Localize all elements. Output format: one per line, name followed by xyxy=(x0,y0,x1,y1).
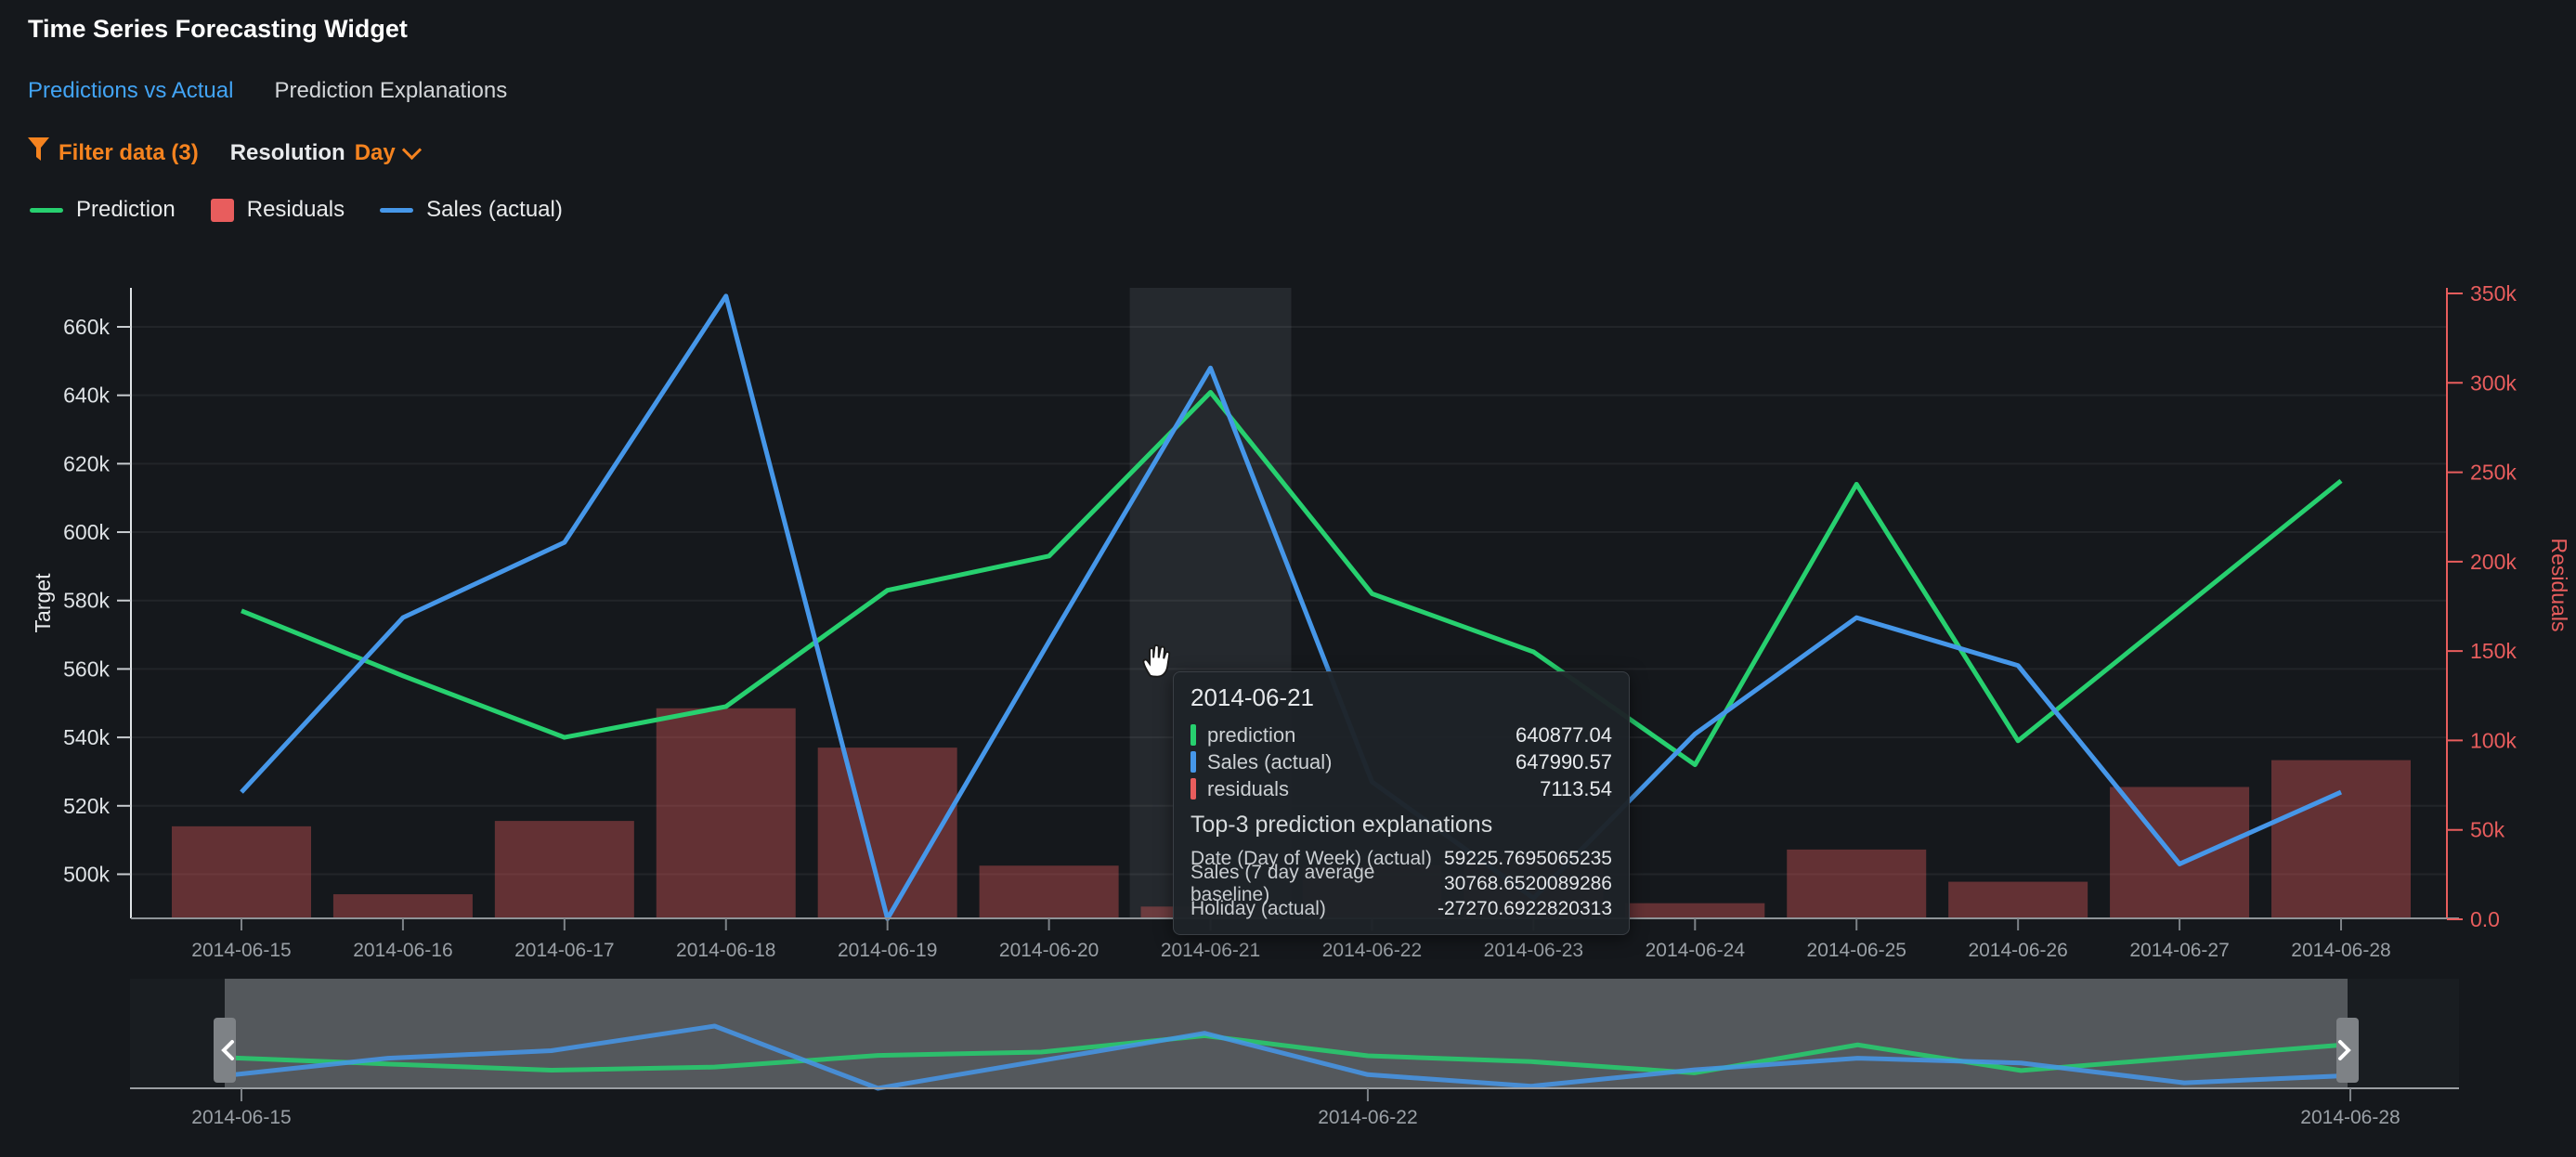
x-axis-date-label: 2014-06-20 xyxy=(999,940,1099,961)
sales-line-marker xyxy=(380,207,414,213)
legend-item-prediction[interactable]: Prediction xyxy=(30,197,176,223)
navigator-date-label: 2014-06-22 xyxy=(1318,1107,1417,1128)
filter-data-button[interactable]: Filter data (3) xyxy=(28,137,199,168)
tooltip-row-prediction: prediction 640877.04 xyxy=(1190,722,1612,748)
left-axis-tick-label: 600k xyxy=(63,520,110,544)
tab-prediction-explanations[interactable]: Prediction Explanations xyxy=(274,78,508,103)
navigator-date-label: 2014-06-15 xyxy=(191,1107,291,1128)
x-axis-date-label: 2014-06-25 xyxy=(1807,940,1906,961)
x-axis-date-label: 2014-06-17 xyxy=(514,940,614,961)
left-axis-tick-label: 640k xyxy=(63,384,110,408)
x-axis-date-label: 2014-06-24 xyxy=(1646,940,1746,961)
legend-item-residuals[interactable]: Residuals xyxy=(210,197,345,223)
tab-predictions-vs-actual[interactable]: Predictions vs Actual xyxy=(28,78,234,103)
left-axis-tick-label: 560k xyxy=(63,656,110,681)
left-axis-tick-label: 540k xyxy=(63,725,110,749)
x-axis-date-label: 2014-06-18 xyxy=(676,940,775,961)
resolution-label: Resolution xyxy=(229,139,345,165)
x-axis-date-label: 2014-06-22 xyxy=(1322,940,1422,961)
chart-legend: Prediction Residuals Sales (actual) xyxy=(30,197,563,223)
residual-bar[interactable] xyxy=(817,748,957,919)
x-axis-date-label: 2014-06-19 xyxy=(838,940,937,961)
navigator-date-label: 2014-06-28 xyxy=(2300,1107,2400,1128)
right-axis-tick-label: 350k xyxy=(2470,281,2517,306)
sales-marker xyxy=(1190,751,1196,773)
residual-bar[interactable] xyxy=(1625,903,1765,919)
navigator-right-handle-chevron-icon xyxy=(2338,1040,2351,1060)
residual-bar[interactable] xyxy=(332,894,473,919)
left-axis-tick-label: 620k xyxy=(63,451,110,475)
residual-bar[interactable] xyxy=(1948,881,2088,919)
sales-actual--line[interactable] xyxy=(240,293,2343,921)
page-title: Time Series Forecasting Widget xyxy=(28,15,408,43)
x-axis-date-label: 2014-06-15 xyxy=(191,940,291,961)
explanation-row: Holiday (actual) -27270.6922820313 xyxy=(1190,897,1612,919)
left-axis-title: Target xyxy=(31,573,55,633)
x-axis-date-label: 2014-06-26 xyxy=(1968,940,2067,961)
legend-label: Prediction xyxy=(76,197,176,222)
x-axis-date-label: 2014-06-27 xyxy=(2129,940,2229,961)
residual-bar[interactable] xyxy=(172,826,311,919)
residual-bar[interactable] xyxy=(979,865,1119,919)
residuals-marker xyxy=(1190,778,1196,800)
hand-cursor-icon xyxy=(1138,639,1177,686)
resolution-dropdown[interactable]: Resolution Day xyxy=(229,139,422,166)
x-axis-date-label: 2014-06-23 xyxy=(1484,940,1583,961)
residual-bar[interactable] xyxy=(494,821,634,919)
x-axis-date-label: 2014-06-28 xyxy=(2291,940,2390,961)
right-axis-tick-label: 250k xyxy=(2470,461,2517,485)
residual-bar[interactable] xyxy=(2271,760,2411,919)
left-axis-tick-label: 580k xyxy=(63,589,110,613)
residuals-square-marker xyxy=(210,198,234,222)
right-axis-tick-label: 50k xyxy=(2470,818,2505,842)
tooltip-subtitle: Top-3 prediction explanations xyxy=(1190,812,1493,838)
prediction-line[interactable] xyxy=(241,389,2343,768)
tooltip-row-sales: Sales (actual) 647990.57 xyxy=(1190,748,1612,775)
x-axis-date-label: 2014-06-16 xyxy=(353,940,452,961)
residual-bar[interactable] xyxy=(1787,849,1927,919)
explanation-row: Sales (7 day average baseline) 30768.652… xyxy=(1190,861,1612,905)
navigator-prediction-line xyxy=(224,1033,2348,1075)
tooltip-date: 2014-06-21 xyxy=(1190,683,1314,711)
residual-bar[interactable] xyxy=(656,708,796,919)
right-axis-tick-label: 300k xyxy=(2470,370,2517,395)
legend-item-sales-actual[interactable]: Sales (actual) xyxy=(380,197,563,223)
explanation-row: Date (Day of Week) (actual) 59225.769506… xyxy=(1190,847,1612,869)
right-axis-tick-label: 0.0 xyxy=(2470,907,2500,931)
navigator-left-handle-chevron-icon xyxy=(221,1040,234,1060)
filter-toolbar: Filter data (3) Resolution Day xyxy=(28,137,422,168)
right-axis-tick-label: 100k xyxy=(2470,728,2517,752)
left-axis-tick-label: 520k xyxy=(63,794,110,818)
right-axis-tick-label: 200k xyxy=(2470,550,2517,574)
left-axis-tick-label: 660k xyxy=(63,315,110,339)
chart-tooltip: 2014-06-21 prediction 640877.04 Sales (a… xyxy=(1173,671,1630,935)
tab-bar: Predictions vs Actual Prediction Explana… xyxy=(28,78,507,104)
legend-label: Residuals xyxy=(246,197,345,222)
navigator-sales-actual--line xyxy=(224,1023,2348,1091)
x-axis-date-label: 2014-06-21 xyxy=(1161,940,1260,961)
resolution-value: Day xyxy=(354,139,396,165)
prediction-line-marker xyxy=(30,207,63,213)
filter-data-label: Filter data (3) xyxy=(59,139,199,165)
right-axis-tick-label: 150k xyxy=(2470,639,2517,663)
right-axis-title: Residuals xyxy=(2547,539,2571,632)
funnel-icon xyxy=(28,137,49,168)
legend-label: Sales (actual) xyxy=(426,197,563,222)
tooltip-row-residuals: residuals 7113.54 xyxy=(1190,775,1612,802)
left-axis-tick-label: 500k xyxy=(63,862,110,886)
prediction-marker xyxy=(1190,724,1196,746)
